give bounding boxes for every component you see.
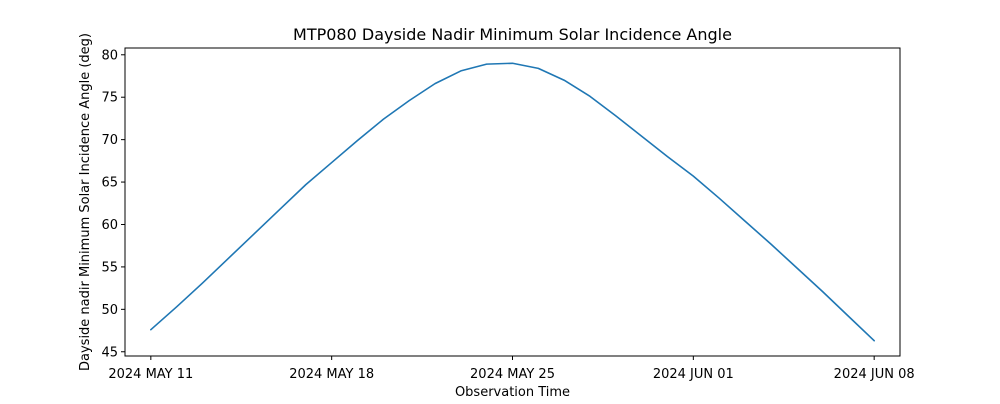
y-tick-label: 75	[101, 91, 118, 106]
y-tick-label: 65	[101, 176, 118, 191]
y-tick-label: 80	[101, 48, 118, 63]
x-tick-label: 2024 JUN 01	[653, 367, 734, 382]
y-tick-label: 70	[101, 133, 118, 148]
x-tick-label: 2024 MAY 11	[108, 367, 193, 382]
series-line	[150, 62, 875, 342]
y-tick-label: 45	[101, 345, 118, 360]
x-tick-label: 2024 MAY 25	[470, 367, 555, 382]
y-tick-label: 60	[101, 218, 118, 233]
y-axis-label: Dayside nadir Minimum Solar Incidence An…	[78, 33, 93, 371]
plot-area	[150, 62, 875, 342]
x-tick-label: 2024 JUN 08	[834, 367, 915, 382]
plot-frame	[124, 47, 901, 357]
y-tick-label: 50	[101, 303, 118, 318]
x-axis-label: Observation Time	[455, 385, 570, 400]
y-tick-label: 55	[101, 260, 118, 275]
chart-title: MTP080 Dayside Nadir Minimum Solar Incid…	[293, 25, 732, 44]
x-axis: 2024 MAY 11 2024 MAY 18 2024 MAY 25 2024 JU…	[108, 356, 915, 382]
y-axis: 45 50 55 60 65 70 75 80	[101, 48, 125, 360]
x-tick-label: 2024 MAY 18	[289, 367, 374, 382]
